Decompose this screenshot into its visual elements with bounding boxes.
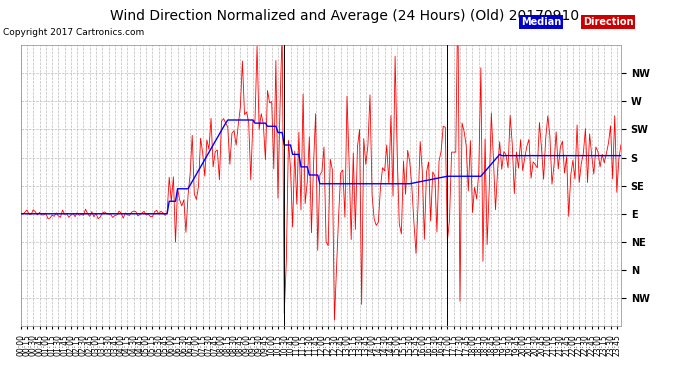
Text: Copyright 2017 Cartronics.com: Copyright 2017 Cartronics.com (3, 28, 145, 37)
Text: Wind Direction Normalized and Average (24 Hours) (Old) 20170910: Wind Direction Normalized and Average (2… (110, 9, 580, 23)
Text: Direction: Direction (583, 17, 633, 27)
Text: Median: Median (521, 17, 561, 27)
